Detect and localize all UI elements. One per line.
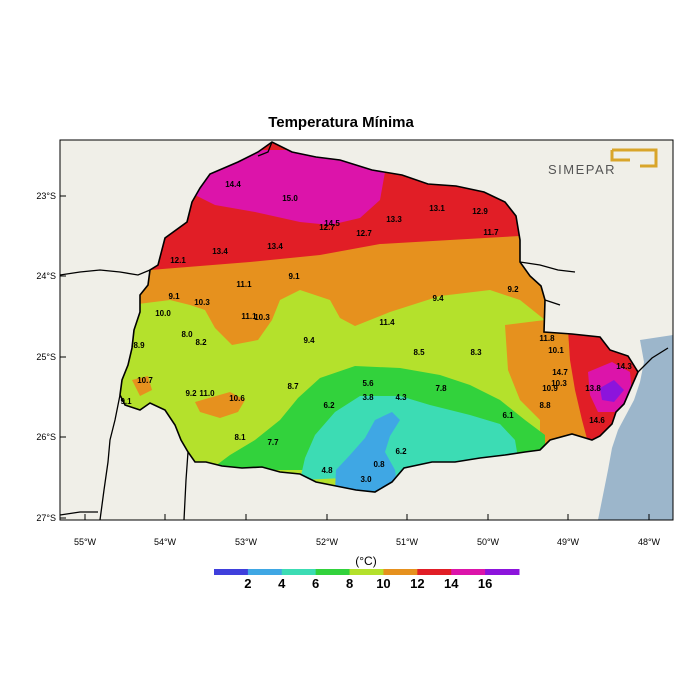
station-value-label: 8.9 [133, 341, 145, 350]
colorbar-swatch [417, 569, 452, 575]
station-value-label: 10.3 [551, 379, 567, 388]
ocean [598, 335, 673, 520]
station-value-label: 10.3 [254, 313, 270, 322]
station-value-label: 11.8 [539, 334, 555, 343]
station-value-label: 3.8 [362, 393, 374, 402]
colorbar-swatch [349, 569, 384, 575]
station-value-label: 13.1 [429, 204, 445, 213]
station-value-label: 13.4 [267, 242, 283, 251]
colorbar-label: 14 [444, 576, 459, 591]
station-value-label: 7.8 [435, 384, 447, 393]
station-value-label: 14.5 [324, 219, 340, 228]
colorbar-unit: (°C) [355, 554, 376, 568]
station-value-label: 9.1 [168, 292, 180, 301]
colorbar-swatch [281, 569, 317, 575]
station-value-label: 9.1 [288, 272, 300, 281]
colorbar-label: 2 [244, 576, 251, 591]
station-value-label: 5.6 [362, 379, 374, 388]
colorbar-label: 12 [410, 576, 424, 591]
station-value-label: 14.3 [616, 362, 632, 371]
lon-tick-label: 50°W [477, 537, 500, 547]
station-value-label: 8.3 [470, 348, 482, 357]
colorbar-label: 10 [376, 576, 390, 591]
logo-text: SIMEPAR [548, 162, 616, 177]
station-value-label: 14.7 [552, 368, 568, 377]
station-value-label: 14.4 [225, 180, 241, 189]
station-value-label: 9.1 [120, 397, 132, 406]
station-value-label: 10.1 [548, 346, 564, 355]
station-value-label: 12.7 [319, 223, 335, 232]
station-value-label: 9.2 [507, 285, 519, 294]
station-value-label: 11.1 [236, 280, 252, 289]
simepar-logo: SIMEPAR [548, 148, 658, 177]
station-value-label: 13.8 [585, 384, 601, 393]
station-value-label: 4.8 [321, 466, 333, 475]
station-value-label: 9.4 [432, 294, 444, 303]
map-title: Temperatura Mínima [268, 114, 414, 131]
station-value-label: 3.0 [360, 475, 372, 484]
station-value-label: 11.7 [483, 228, 499, 237]
parana-border [119, 141, 639, 493]
station-value-label: 11.1 [241, 312, 257, 321]
colorbar-swatch [214, 569, 249, 575]
temperature-bands [120, 142, 638, 492]
lat-tick-label: 26°S [36, 432, 56, 442]
station-value-label: 10.9 [542, 384, 558, 393]
lat-ticks: 23°S 24°S 25°S 26°S 27°S [36, 191, 66, 523]
lon-tick-label: 51°W [396, 537, 419, 547]
colorbar-swatch [315, 569, 351, 575]
lat-tick-label: 23°S [36, 191, 56, 201]
lat-tick-label: 27°S [36, 513, 56, 523]
colorbar-label: 6 [312, 576, 319, 591]
lon-tick-label: 48°W [638, 537, 661, 547]
colorbar-swatch [383, 569, 418, 575]
station-value-label: 10.0 [155, 309, 171, 318]
station-value-label: 8.5 [413, 348, 425, 357]
lon-tick-label: 49°W [557, 537, 580, 547]
colorbar-label: 8 [346, 576, 353, 591]
station-value-label: 12.1 [170, 256, 186, 265]
lon-tick-label: 53°W [235, 537, 258, 547]
station-value-label: 14.6 [589, 416, 605, 425]
station-value-label: 6.1 [502, 411, 514, 420]
station-value-label: 8.1 [234, 433, 246, 442]
station-value-label: 11.0 [199, 389, 215, 398]
colorbar-label: 4 [278, 576, 286, 591]
station-value-label: 9.4 [303, 336, 315, 345]
station-value-label: 7.7 [267, 438, 279, 447]
map-frame [59, 139, 674, 521]
station-value-label: 8.7 [287, 382, 299, 391]
station-value-label: 0.8 [373, 460, 385, 469]
station-value-label: 4.3 [395, 393, 407, 402]
lon-ticks: 55°W 54°W 53°W 52°W 51°W 50°W 49°W 48°W [74, 514, 661, 547]
station-value-label: 8.8 [539, 401, 551, 410]
station-value-label: 6.2 [395, 447, 407, 456]
station-value-label: 10.6 [229, 394, 245, 403]
station-value-label: 12.9 [472, 207, 488, 216]
station-value-label: 10.7 [137, 376, 153, 385]
station-value-label: 8.2 [195, 338, 207, 347]
station-value-label: 6.2 [323, 401, 335, 410]
colorbar-label: 16 [478, 576, 492, 591]
colorbar: (°C) 2 4 6 8 10 12 14 16 [214, 554, 520, 591]
station-value-label: 13.3 [386, 215, 402, 224]
colorbar-swatch [451, 569, 486, 575]
station-value-label: 10.3 [194, 298, 210, 307]
station-value-label: 12.7 [356, 229, 372, 238]
lat-tick-label: 25°S [36, 352, 56, 362]
colorbar-swatch [485, 569, 520, 575]
station-value-label: 8.0 [181, 330, 193, 339]
station-value-label: 11.4 [379, 318, 395, 327]
station-value-label: 15.0 [282, 194, 298, 203]
station-value-label: 13.4 [212, 247, 228, 256]
station-value-label: 9.2 [185, 389, 197, 398]
colorbar-swatch [247, 569, 283, 575]
lon-tick-label: 52°W [316, 537, 339, 547]
lat-tick-label: 24°S [36, 271, 56, 281]
lon-tick-label: 55°W [74, 537, 97, 547]
station-values: 14.415.012.714.5 13.313.1 12.912.7 11.712.1… [120, 180, 632, 484]
lon-tick-label: 54°W [154, 537, 177, 547]
neighbor-borders [60, 141, 669, 520]
